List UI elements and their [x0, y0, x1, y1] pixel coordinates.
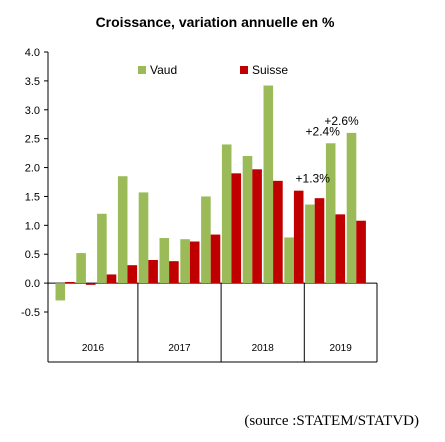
bar-vaud-7 — [180, 239, 190, 284]
bar-vaud-5 — [138, 192, 149, 284]
year-label: 2016 — [82, 343, 105, 354]
legend-label-vaud: Vaud — [150, 63, 177, 77]
y-tick-label: 4.0 — [25, 47, 40, 59]
annotation-label: +2.6% — [324, 114, 359, 128]
chart-title: Croissance, variation annuelle en % — [96, 14, 335, 30]
year-label: 2019 — [330, 343, 353, 354]
bar-suisse-11 — [273, 180, 283, 284]
bar-vaud-14 — [325, 143, 336, 284]
bar-vaud-4 — [117, 176, 128, 284]
legend-label-suisse: Suisse — [252, 63, 288, 77]
y-tick-label: -0.5 — [21, 307, 40, 319]
y-tick-label: 0.0 — [25, 278, 40, 290]
bar-vaud-6 — [159, 238, 170, 284]
y-tick-label: 0.5 — [25, 249, 40, 261]
annotation-label: +1.3% — [296, 172, 331, 186]
year-label: 2017 — [168, 343, 191, 354]
bar-vaud-10 — [242, 156, 253, 284]
bar-suisse-10 — [252, 169, 262, 284]
bar-vaud-8 — [201, 196, 211, 284]
y-tick-label: 3.0 — [25, 105, 40, 117]
bar-suisse-4 — [127, 265, 138, 284]
bar-suisse-2 — [85, 283, 96, 285]
bar-suisse-7 — [189, 241, 200, 284]
bar-suisse-6 — [169, 261, 179, 284]
legend-swatch-suisse — [240, 66, 248, 74]
bar-suisse-3 — [106, 274, 117, 284]
bar-vaud-12 — [284, 237, 294, 284]
bar-vaud-1 — [55, 283, 66, 301]
bar-vaud-9 — [221, 144, 232, 284]
plot-area: 4.0 3.5 3.0 2.5 2.0 1.5 1.0 0.5 0.0 -0.5 2016 2017 2… — [21, 47, 378, 363]
bar-vaud-15 — [346, 132, 357, 284]
bar-suisse-13 — [314, 198, 325, 284]
bar-vaud-13 — [305, 204, 315, 284]
bar-vaud-3 — [97, 213, 107, 284]
y-tick-label: 2.0 — [25, 163, 40, 175]
bar-suisse-15 — [356, 220, 366, 284]
bar-suisse-1 — [65, 281, 75, 284]
source-note: (source :STATEM/STATVD) — [244, 413, 419, 429]
y-tick-label: 1.0 — [25, 220, 40, 232]
year-label: 2018 — [252, 343, 275, 354]
bar-vaud-2 — [76, 253, 86, 284]
annotation-label: +2.4% — [306, 124, 341, 138]
y-tick-label: 2.5 — [25, 134, 40, 146]
bar-vaud-11 — [263, 85, 274, 284]
y-tick-label: 3.5 — [25, 76, 40, 88]
bar-suisse-5 — [148, 260, 158, 284]
bar-suisse-8 — [210, 234, 221, 284]
bar-suisse-9 — [231, 173, 242, 284]
y-tick-label: 1.5 — [25, 191, 40, 203]
bar-suisse-12 — [293, 190, 304, 284]
legend-swatch-vaud — [138, 66, 146, 74]
bar-suisse-14 — [335, 214, 346, 284]
